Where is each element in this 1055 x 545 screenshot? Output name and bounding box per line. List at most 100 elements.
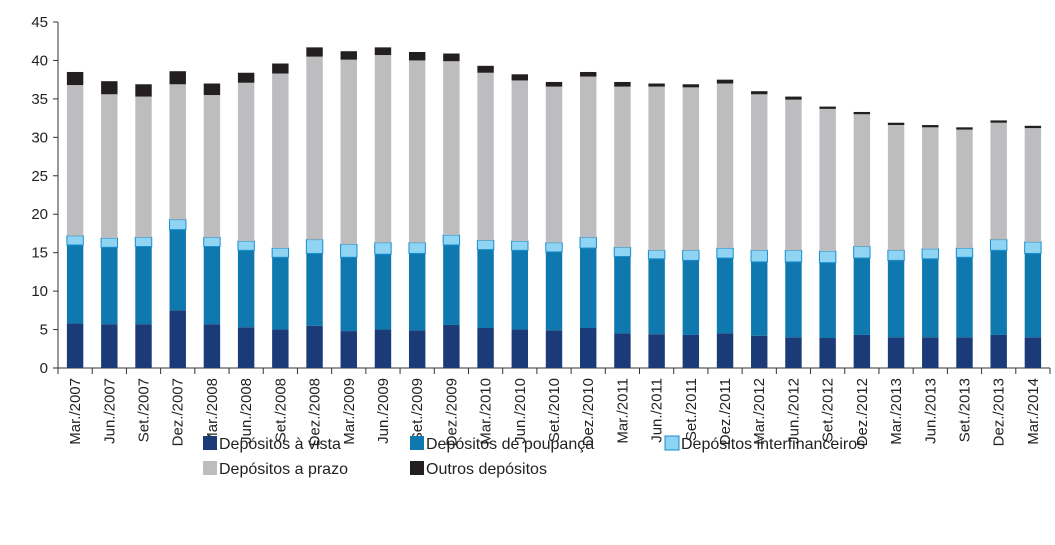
bar-segment — [169, 84, 186, 220]
x-tick-label: Mar./2012 — [751, 378, 768, 445]
bar-segment — [648, 334, 665, 368]
bar-segment — [613, 246, 632, 258]
bar-segment — [374, 47, 392, 56]
x-tick-label: Jun./2008 — [238, 378, 255, 444]
bar-segment — [614, 86, 631, 248]
bar-segment — [101, 324, 118, 368]
bar-segment — [956, 337, 973, 368]
x-tick-label: Jun./2011 — [649, 378, 666, 443]
bar-segment — [751, 94, 768, 251]
bar-segment — [819, 108, 836, 252]
bar-segment — [579, 328, 597, 368]
bar-segment — [135, 96, 152, 238]
bar-segment — [1024, 253, 1042, 338]
legend-label: Depósitos de poupança — [426, 436, 594, 453]
x-tick-label: Jun./2012 — [785, 378, 802, 444]
bar-segment — [716, 83, 734, 249]
bar-segment — [340, 257, 357, 332]
bar-segment — [1024, 128, 1042, 242]
bar-segment — [443, 324, 460, 368]
x-tick-label: Set./2013 — [956, 378, 973, 442]
y-tick-label: 35 — [31, 91, 48, 108]
bar-segment — [511, 240, 529, 251]
bar-segment — [785, 337, 802, 368]
bar-segment — [477, 65, 494, 73]
bar-segment — [922, 258, 939, 338]
legend-label: Depósitos interfinanceiros — [681, 436, 865, 453]
bar-segment — [751, 261, 768, 336]
bar-segment — [443, 53, 460, 62]
x-tick-label: Dez./2010 — [580, 378, 597, 446]
bar-segment — [819, 262, 836, 339]
y-tick-label: 20 — [31, 206, 48, 223]
bar-segment — [66, 235, 84, 246]
bar-segment — [922, 125, 939, 128]
x-tick-label: Jun./2009 — [375, 378, 392, 444]
bar-segment — [716, 333, 734, 368]
bar-segment — [135, 84, 152, 97]
bar-segment — [408, 51, 426, 61]
x-tick-label: Set./2010 — [546, 378, 563, 442]
y-tick-label: 10 — [31, 283, 48, 300]
bar-segment — [305, 239, 324, 254]
bar-segment — [990, 122, 1007, 240]
bar-segment — [203, 246, 221, 325]
bar-segment — [169, 310, 186, 368]
bar-segment — [682, 334, 700, 368]
bar-segment — [135, 324, 152, 368]
bar-segment — [271, 247, 290, 258]
bar-segment — [682, 260, 700, 335]
y-tick-label: 0 — [40, 360, 48, 377]
legend-swatch — [203, 436, 217, 450]
x-tick-label: Jun./2013 — [922, 378, 939, 444]
y-tick-label: 15 — [31, 245, 48, 262]
bar-segment — [887, 125, 905, 251]
bar-segment — [272, 73, 289, 249]
bar-segment — [169, 219, 187, 231]
legend-swatch — [203, 461, 217, 475]
bar-segment — [648, 86, 665, 251]
bar-segment — [374, 55, 392, 243]
x-tick-label: Dez./2013 — [991, 378, 1008, 446]
bar-segment — [579, 248, 597, 329]
bar-segment — [545, 86, 563, 243]
bar-segment — [922, 127, 939, 249]
bar-segment — [1024, 241, 1042, 254]
bar-segment — [716, 258, 734, 334]
bar-segment — [101, 81, 118, 95]
bar-segment — [66, 244, 84, 324]
bar-segment — [922, 337, 939, 368]
bar-segment — [237, 327, 255, 368]
bar-segment — [853, 114, 871, 247]
bar-segment — [887, 260, 905, 338]
bar-segment — [203, 83, 221, 96]
bar-segment — [682, 87, 700, 251]
bar-segment — [101, 247, 118, 325]
x-tick-label: Dez./2007 — [170, 378, 187, 446]
bar-segment — [750, 249, 768, 263]
bar-segment — [614, 256, 631, 334]
y-tick-label: 45 — [31, 14, 48, 31]
bar-segment — [751, 335, 768, 368]
bar-segment — [340, 243, 358, 258]
bar-segment — [716, 247, 734, 259]
bar-segment — [374, 254, 392, 330]
legend-label: Outros depósitos — [426, 461, 547, 478]
legend-label: Depósitos à vista — [219, 436, 341, 453]
bar-segment — [408, 60, 426, 243]
bar-segment — [785, 96, 802, 100]
bar-segment — [340, 331, 357, 368]
bar-segment — [784, 249, 803, 263]
bar-segment — [443, 61, 460, 235]
bar-segment — [545, 330, 563, 368]
bar-segment — [306, 253, 323, 326]
x-tick-label: Dez./2009 — [443, 378, 460, 446]
bar-segment — [100, 237, 119, 248]
x-tick-label: Mar./2007 — [67, 378, 84, 445]
bar-segment — [408, 330, 426, 368]
x-tick-label: Jun./2007 — [101, 378, 118, 444]
bar-segment — [306, 325, 323, 368]
bar-segment — [785, 261, 802, 338]
y-tick-label: 40 — [31, 52, 48, 69]
